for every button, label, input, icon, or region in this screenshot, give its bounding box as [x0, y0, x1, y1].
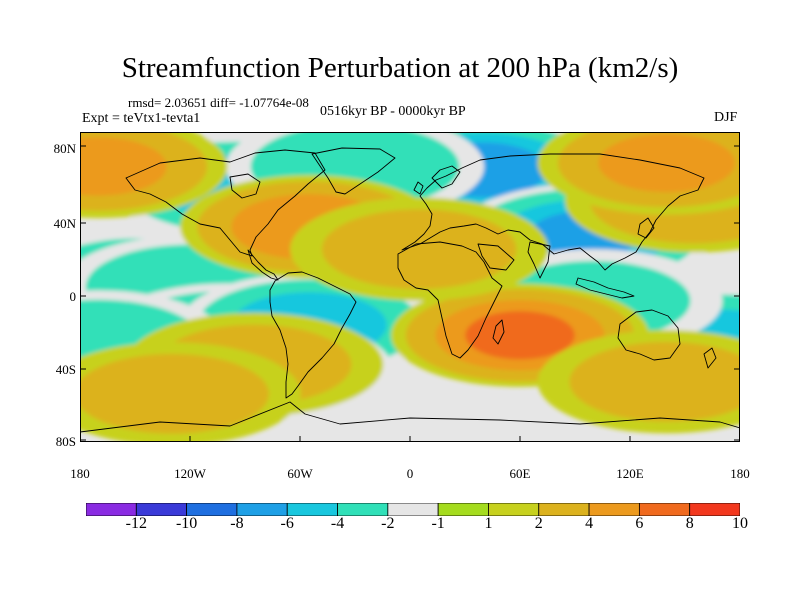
contour-level-4	[80, 137, 167, 196]
anomaly-positive-12	[80, 132, 228, 219]
anomaly-positive-20	[290, 197, 549, 301]
lat-tick-40n: 40N	[53, 216, 76, 231]
coastline-new-zealand	[703, 347, 717, 369]
lon-tick-180w: 180	[70, 466, 90, 481]
contour-level-4	[598, 133, 735, 193]
colorbar-label-6: -1	[431, 515, 445, 532]
lon-tick-180e: 180	[730, 466, 750, 481]
lat-tick-80n: 80N	[53, 141, 76, 156]
coastline-eurasia	[401, 153, 705, 271]
coastline-arabia	[477, 243, 515, 271]
coastline-british-isles	[413, 181, 424, 195]
chart-title: Streamfunction Perturbation at 200 hPa (…	[121, 52, 679, 84]
colorbar-label-8: 2	[534, 515, 543, 532]
coastline-central-america	[247, 249, 279, 281]
lon-tick-120e: 120E	[616, 466, 644, 481]
coastline-greenland	[311, 147, 396, 195]
coastline-hudson-bay	[229, 173, 261, 199]
colorbar-label-9: 4	[585, 515, 594, 532]
colorbar-label-2: -8	[230, 515, 244, 532]
map-panel	[80, 132, 740, 442]
anomaly-positive-15	[537, 132, 740, 215]
colorbar-label-3: -6	[280, 515, 294, 532]
colorbar-label-11: 8	[685, 515, 694, 532]
coastline-antarctica	[80, 401, 740, 433]
colorbar	[86, 503, 740, 516]
coastline-africa	[397, 241, 503, 359]
lon-tick-60e: 60E	[509, 466, 531, 481]
contour-level-6	[465, 311, 575, 360]
colorbar-label-0: -12	[125, 515, 147, 532]
lon-tick-60w: 60W	[287, 466, 313, 481]
contour-level-2	[321, 209, 517, 289]
lat-tick-80s: 80S	[55, 434, 76, 449]
coastline-india	[527, 241, 551, 279]
season-label: DJF	[714, 110, 738, 125]
colorbar-label-12: 10	[732, 515, 748, 532]
colorbar-label-5: -2	[381, 515, 395, 532]
contour-level-2	[80, 353, 269, 434]
coastline-australia	[617, 309, 681, 361]
map-ticks	[80, 145, 740, 442]
period-label: 0516kyr BP - 0000kyr BP	[320, 104, 466, 119]
coastline-south-america	[269, 271, 357, 399]
experiment-label: Expt = teVtx1-tevta1	[82, 111, 201, 126]
stats-label: rmsd= 2.03651 diff= -1.07764e-08	[128, 95, 309, 110]
lon-tick-120w: 120W	[174, 466, 206, 481]
anomaly-positive-19	[537, 330, 740, 434]
coastline-indonesia	[575, 277, 635, 299]
colorbar-label-4: -4	[330, 515, 345, 532]
coastline-japan	[637, 217, 655, 239]
lat-tick-40s: 40S	[55, 362, 76, 377]
colorbar-label-10: 6	[635, 515, 644, 532]
lon-tick-0: 0	[406, 466, 414, 481]
colorbar-label-1: -10	[175, 515, 198, 532]
contour-fill-layer	[80, 132, 740, 442]
lat-tick-0: 0	[69, 289, 77, 304]
coastline-north-america	[125, 149, 326, 257]
colorbar-label-7: 1	[484, 515, 493, 532]
coastline-madagascar	[492, 319, 505, 345]
colorbar-swatch-12	[689, 503, 740, 516]
coastline-layer	[80, 147, 740, 433]
contour-level-2	[569, 341, 740, 422]
anomaly-positive-18	[80, 342, 301, 442]
coastline-scandinavia	[431, 165, 461, 189]
